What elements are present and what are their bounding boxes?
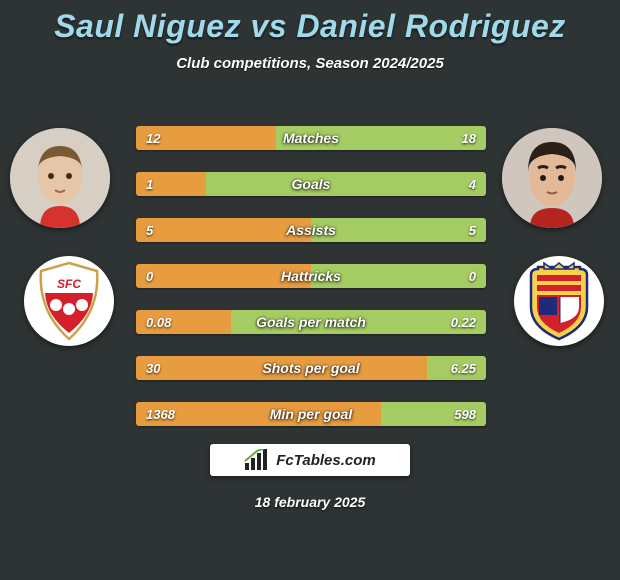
stat-bar-right	[427, 356, 487, 380]
stat-bar-right	[311, 264, 486, 288]
stat-bar-row: 1368598Min per goal	[136, 402, 486, 426]
stat-bar-row: 14Goals	[136, 172, 486, 196]
page-title: Saul Niguez vs Daniel Rodriguez	[0, 0, 620, 45]
player1-club-crest: SFC	[24, 256, 114, 346]
stat-bar-right	[276, 126, 486, 150]
stat-bar-right	[206, 172, 486, 196]
svg-text:SFC: SFC	[57, 277, 81, 291]
stat-bar-row: 1218Matches	[136, 126, 486, 150]
stat-bar-left	[136, 126, 276, 150]
stat-bars: 1218Matches 14Goals 55Assists 00Hattricks 0.…	[136, 126, 486, 448]
branding-badge: FcTables.com	[210, 444, 410, 476]
stat-bar-right	[311, 218, 486, 242]
player2-club-crest	[514, 256, 604, 346]
player2-avatar	[502, 128, 602, 228]
stat-bar-left	[136, 402, 381, 426]
stat-bar-left	[136, 172, 206, 196]
player2-name-title: Daniel Rodriguez	[296, 8, 565, 44]
subtitle: Club competitions, Season 2024/2025	[0, 55, 620, 72]
stat-bar-right	[381, 402, 486, 426]
stat-bar-right	[231, 310, 487, 334]
stat-bar-row: 306.25Shots per goal	[136, 356, 486, 380]
fctables-logo-icon	[244, 449, 270, 471]
player1-name-title: Saul Niguez	[54, 8, 241, 44]
stat-bar-row: 00Hattricks	[136, 264, 486, 288]
comparison-card: Saul Niguez vs Daniel Rodriguez Club com…	[0, 0, 620, 580]
stat-bar-left	[136, 310, 231, 334]
stat-bar-row: 0.080.22Goals per match	[136, 310, 486, 334]
stat-bar-left	[136, 264, 311, 288]
branding-text: FcTables.com	[276, 452, 375, 469]
vs-separator: vs	[250, 8, 287, 44]
player1-avatar	[10, 128, 110, 228]
stat-bar-left	[136, 356, 427, 380]
stat-bar-left	[136, 218, 311, 242]
date-label: 18 february 2025	[0, 494, 620, 510]
stat-bar-row: 55Assists	[136, 218, 486, 242]
